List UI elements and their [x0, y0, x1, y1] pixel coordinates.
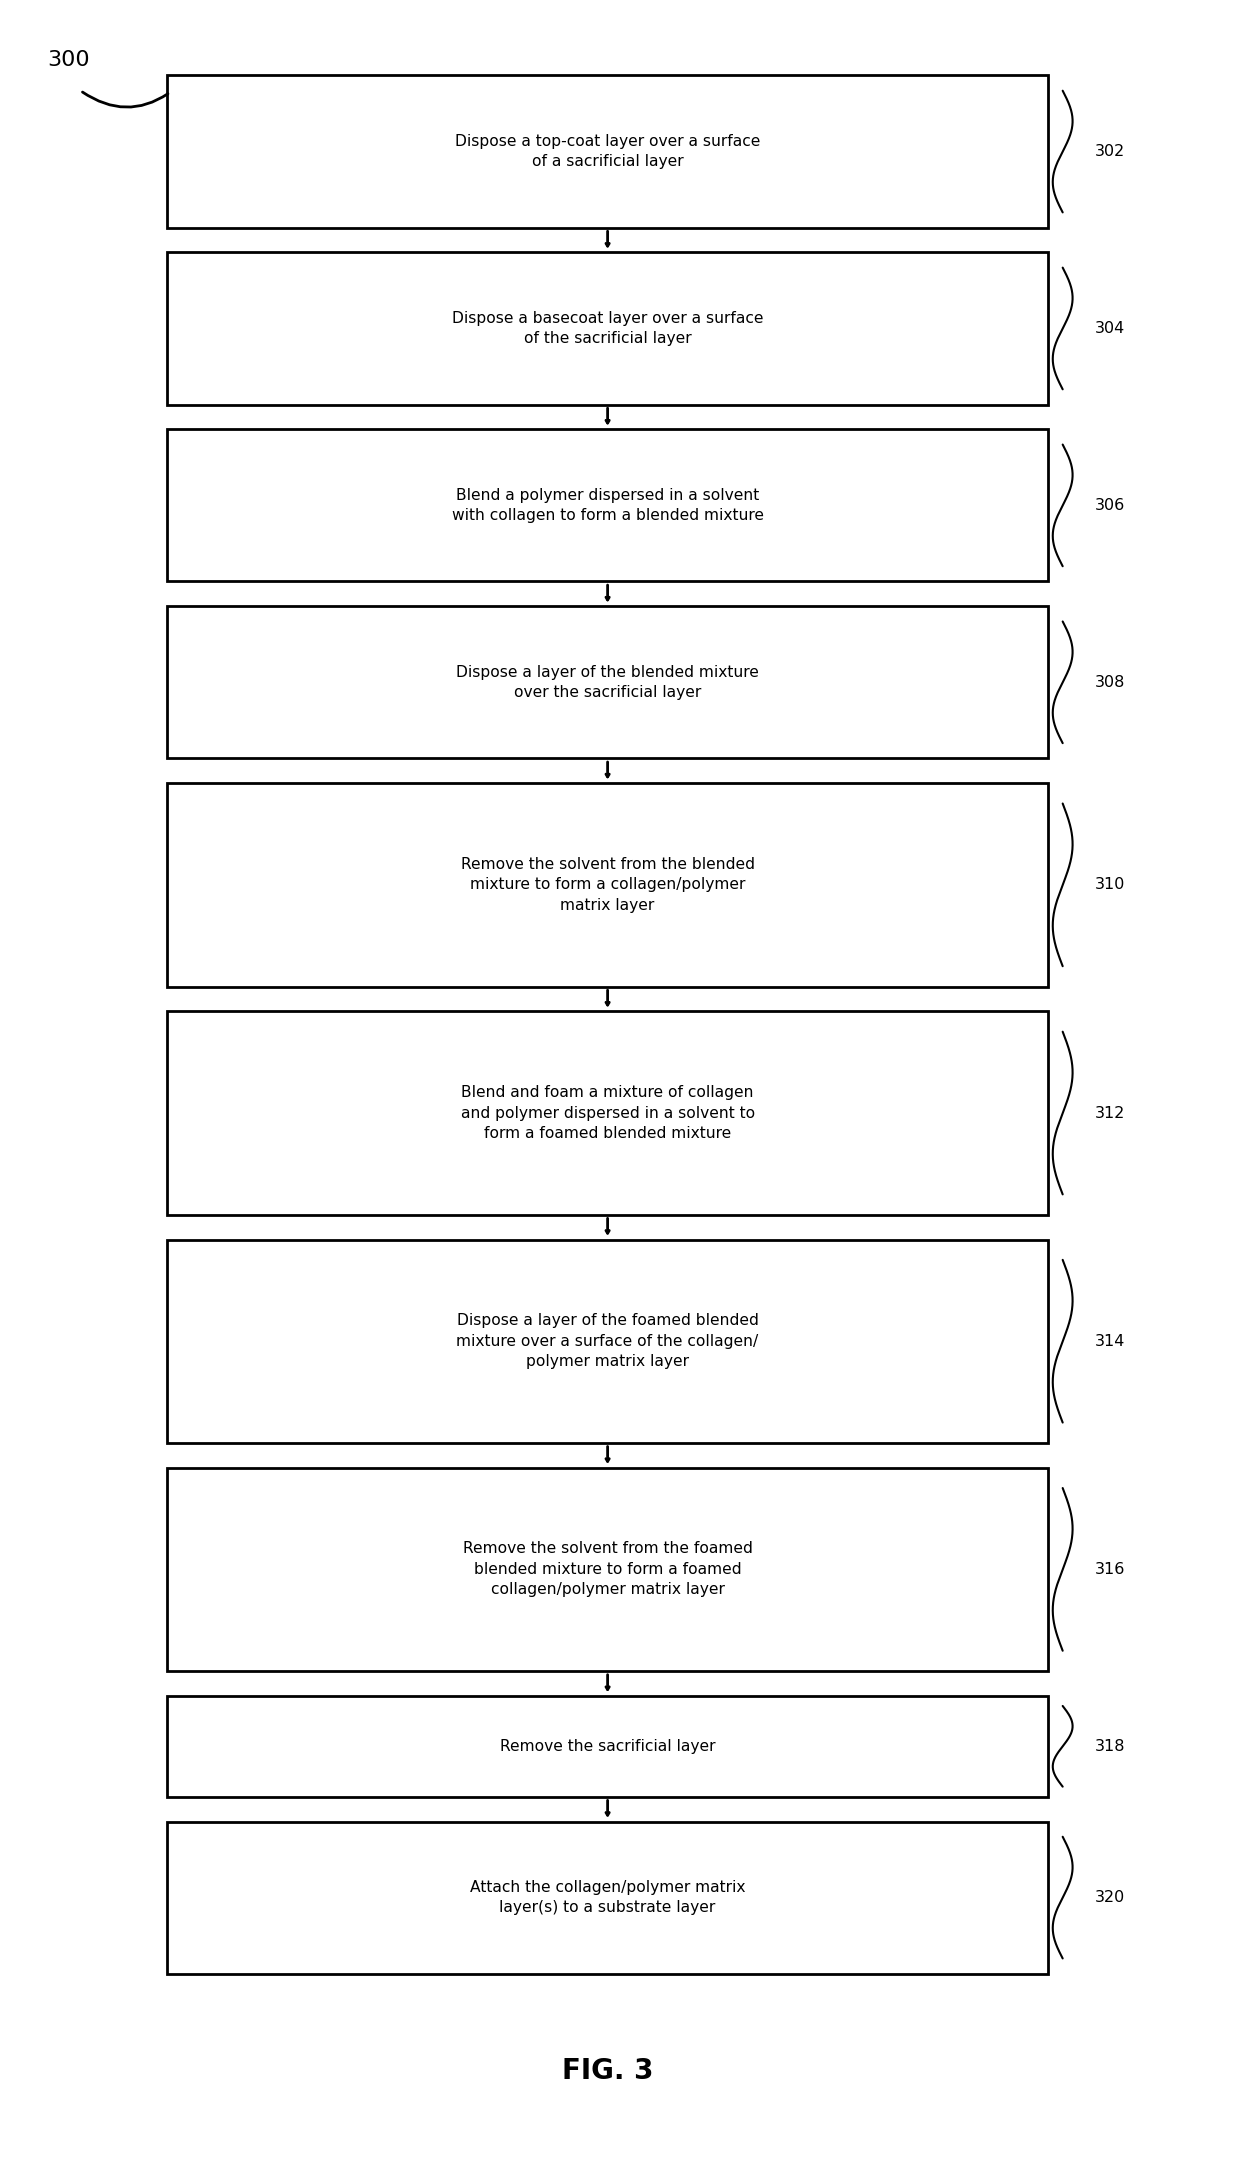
Text: 316: 316	[1095, 1562, 1125, 1577]
Text: 308: 308	[1095, 675, 1125, 690]
Text: 314: 314	[1095, 1333, 1125, 1348]
Bar	[167, 75, 1048, 229]
Text: Dispose a layer of the foamed blended
mixture over a surface of the collagen/
po: Dispose a layer of the foamed blended mi…	[456, 1314, 759, 1370]
Text: FIG. 3: FIG. 3	[562, 2058, 653, 2084]
Text: Blend and foam a mixture of collagen
and polymer dispersed in a solvent to
form : Blend and foam a mixture of collagen and…	[460, 1085, 755, 1141]
Bar	[167, 1012, 1048, 1214]
Text: 310: 310	[1095, 878, 1125, 893]
Bar	[167, 606, 1048, 759]
Text: Dispose a top-coat layer over a surface
of a sacrificial layer: Dispose a top-coat layer over a surface …	[455, 134, 760, 168]
Bar	[167, 429, 1048, 582]
FancyArrowPatch shape	[83, 93, 167, 108]
Text: 306: 306	[1095, 498, 1125, 513]
Text: 300: 300	[47, 50, 89, 71]
Text: Remove the solvent from the blended
mixture to form a collagen/polymer
matrix la: Remove the solvent from the blended mixt…	[460, 856, 755, 912]
Bar	[167, 1467, 1048, 1672]
Bar	[167, 1821, 1048, 1974]
Bar	[167, 252, 1048, 406]
Text: Dispose a basecoat layer over a surface
of the sacrificial layer: Dispose a basecoat layer over a surface …	[451, 311, 764, 345]
Text: Remove the sacrificial layer: Remove the sacrificial layer	[500, 1739, 715, 1754]
Text: Dispose a layer of the blended mixture
over the sacrificial layer: Dispose a layer of the blended mixture o…	[456, 664, 759, 701]
Bar	[167, 1695, 1048, 1797]
Text: Blend a polymer dispersed in a solvent
with collagen to form a blended mixture: Blend a polymer dispersed in a solvent w…	[451, 487, 764, 524]
Text: 304: 304	[1095, 321, 1125, 336]
Text: Remove the solvent from the foamed
blended mixture to form a foamed
collagen/pol: Remove the solvent from the foamed blend…	[463, 1542, 753, 1598]
Text: Attach the collagen/polymer matrix
layer(s) to a substrate layer: Attach the collagen/polymer matrix layer…	[470, 1881, 745, 1915]
Text: 302: 302	[1095, 145, 1125, 160]
Text: 320: 320	[1095, 1890, 1125, 1905]
Text: 318: 318	[1095, 1739, 1126, 1754]
Text: 312: 312	[1095, 1107, 1125, 1119]
Bar	[167, 1240, 1048, 1443]
Bar	[167, 783, 1048, 986]
